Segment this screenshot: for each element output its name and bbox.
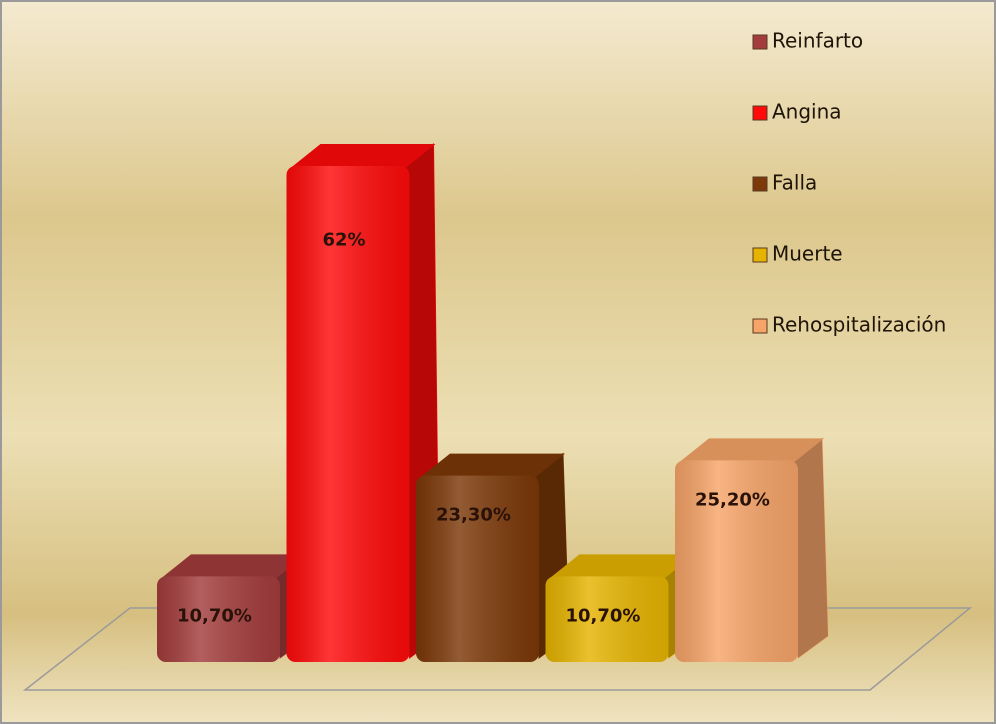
legend-label: Rehospitalización (772, 313, 946, 337)
data-label: 23,30% (436, 505, 511, 526)
floor (22, 607, 973, 691)
bar-shine (675, 460, 798, 662)
data-label: 10,70% (177, 605, 252, 626)
bar-top (161, 554, 306, 579)
legend-label: Reinfarto (772, 29, 863, 53)
legend-swatch (752, 247, 768, 263)
bar-shine (286, 166, 410, 662)
legend: Reinfarto Angina Falla Muerte Rehospitalizac… (752, 29, 946, 337)
bar-side-shade (792, 438, 828, 658)
data-label: 10,70% (566, 605, 641, 626)
data-label: 25,20% (695, 489, 770, 510)
bar-top-shade (679, 438, 824, 463)
legend-label: Falla (772, 171, 817, 195)
legend-swatch (752, 105, 768, 121)
legend-swatch (752, 318, 768, 334)
legend-label: Muerte (772, 242, 843, 266)
data-label: 62% (322, 229, 365, 250)
bar-shine (157, 576, 280, 662)
bar-top (549, 554, 695, 579)
bar-top-shade (290, 144, 436, 168)
bar-top (679, 438, 824, 463)
legend-swatch (752, 176, 768, 192)
bar-shine (545, 576, 669, 662)
bar-top-shade (161, 554, 306, 579)
bar-top-shade (420, 453, 565, 478)
legend-swatch (752, 34, 768, 50)
bars: 10,70% 62% 23,30% 10,70% 25,20% (157, 143, 829, 662)
bar-shine (416, 475, 539, 662)
legend-label: Angina (772, 100, 842, 124)
bar-top (290, 144, 436, 168)
bar-top (420, 453, 565, 478)
bar-top-shade (549, 554, 695, 579)
